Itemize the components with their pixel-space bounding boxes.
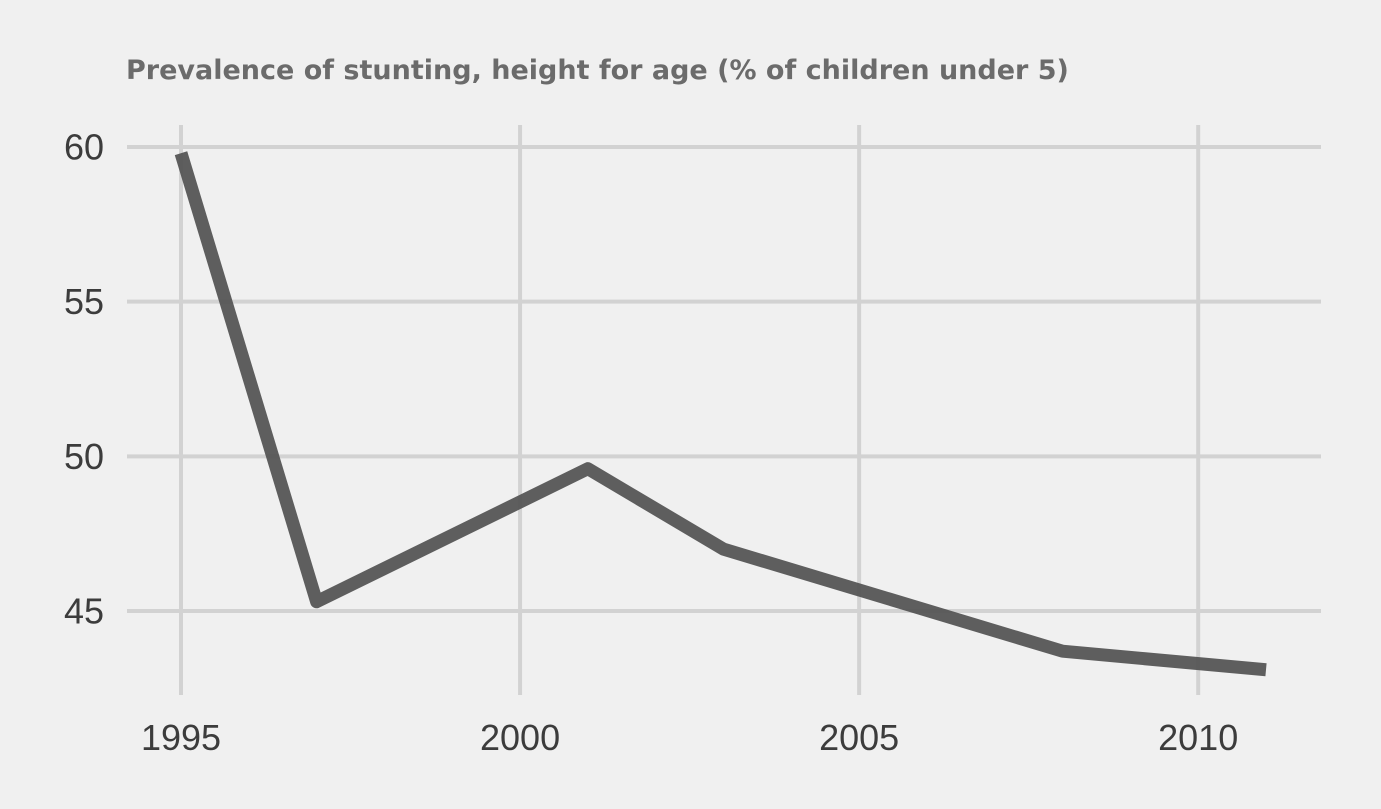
x-tick-label-2005: 2005 (819, 717, 899, 758)
x-tick-label-2000: 2000 (480, 717, 560, 758)
tick-labels: 45 50 55 60 1995 2000 2005 2010 (64, 127, 1238, 759)
y-tick-label-50: 50 (64, 436, 104, 477)
series-line-0 (174, 151, 1267, 677)
y-tick-label-60: 60 (64, 127, 104, 168)
series-layer (174, 151, 1267, 677)
y-tick-label-55: 55 (64, 281, 104, 322)
x-tick-label-2010: 2010 (1158, 717, 1238, 758)
chart-title: Prevalence of stunting, height for age (… (126, 55, 1069, 86)
x-tick-label-1995: 1995 (141, 717, 221, 758)
grid-lines (127, 125, 1321, 695)
y-tick-label-45: 45 (64, 591, 104, 632)
